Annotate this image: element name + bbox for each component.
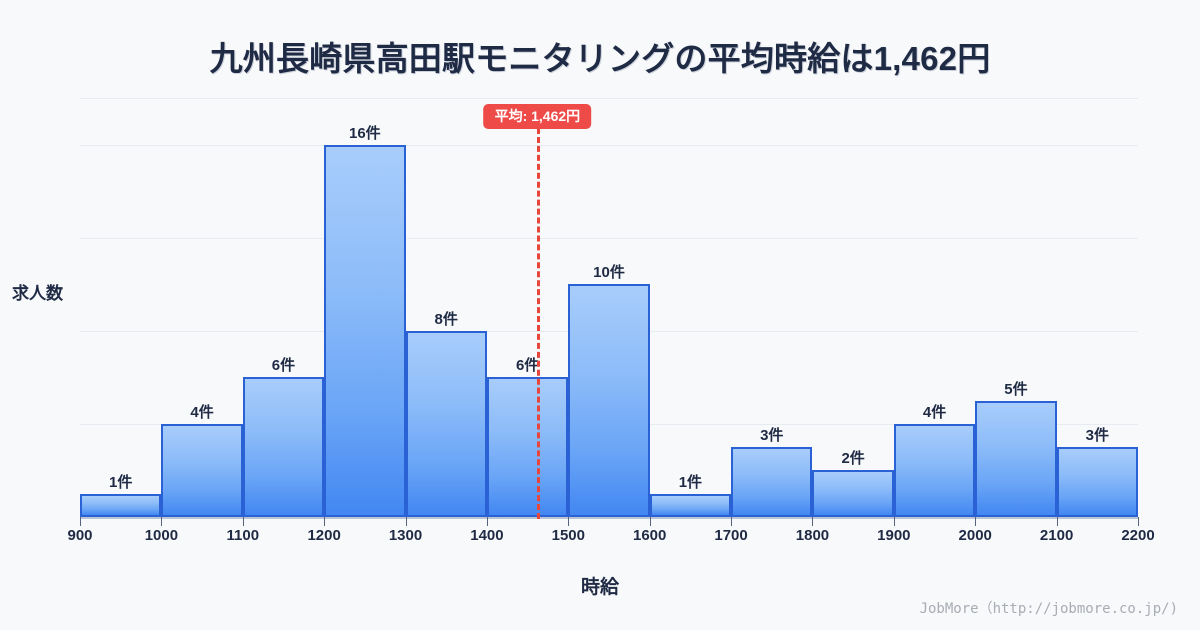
x-axis-tick [1138, 517, 1139, 526]
bar-value-label: 6件 [515, 357, 540, 375]
average-badge: 平均: 1,462円 [483, 104, 592, 130]
x-axis-tick [242, 517, 244, 526]
bar-value-label: 4件 [922, 403, 947, 421]
bar-value-label: 10件 [593, 264, 625, 282]
x-axis-tick [893, 517, 895, 526]
gridline [80, 144, 1138, 146]
bar[interactable] [649, 493, 732, 517]
bars-layer [80, 98, 1138, 517]
x-axis-tick-label: 900 [67, 527, 93, 544]
x-axis-tick [324, 517, 326, 526]
bar[interactable] [893, 423, 976, 517]
x-axis-tick-label: 1100 [226, 527, 260, 544]
x-axis-tick [812, 517, 814, 526]
x-axis-tick-label: 1600 [633, 527, 667, 544]
bar-value-label: 2件 [841, 450, 865, 468]
x-axis-tick-label: 1900 [877, 527, 911, 544]
bar-value-label: 5件 [1004, 380, 1028, 398]
x-axis-tick [649, 517, 651, 526]
gridline [80, 98, 1138, 99]
x-axis-tick-label: 1300 [388, 527, 423, 544]
x-axis-tick [486, 517, 488, 526]
bar[interactable] [324, 144, 406, 517]
x-axis-tick-label: 1400 [470, 527, 504, 544]
y-axis-title: 求人数 [12, 284, 63, 303]
bar-value-label: 1件 [678, 473, 703, 491]
bar-value-label: 6件 [271, 357, 296, 375]
gridline [80, 237, 1138, 239]
bar[interactable] [1056, 447, 1138, 517]
x-axis-tick [568, 517, 570, 526]
x-axis-tick [1056, 517, 1058, 526]
x-axis-tick-label: 2000 [958, 527, 992, 544]
x-axis-tick [80, 517, 81, 526]
bar[interactable] [812, 470, 894, 517]
footer-credit: JobMore（http://jobmore.co.jp/) [919, 601, 1178, 617]
x-axis-tick-label: 1800 [795, 527, 830, 544]
bar[interactable] [975, 400, 1057, 517]
x-axis-tick [731, 517, 733, 526]
bar[interactable] [568, 284, 650, 517]
x-axis-tick [161, 517, 163, 526]
bar-value-label: 16件 [349, 124, 381, 142]
bar-value-label: 4件 [190, 403, 214, 421]
x-axis-tick-label: 1000 [144, 527, 179, 544]
bar[interactable] [161, 423, 243, 517]
x-axis-tick-label: 2200 [1121, 527, 1155, 544]
bar[interactable] [731, 447, 813, 517]
bar[interactable] [486, 377, 569, 517]
plot-area [80, 98, 1138, 517]
x-axis-tick-label: 1700 [714, 527, 748, 544]
x-axis-tick-label: 2100 [1039, 527, 1074, 544]
x-axis-title: 時給 [580, 577, 619, 598]
bar-value-label: 8件 [434, 310, 458, 328]
page-title: 九州長崎県高田駅モニタリングの平均時給は1,462円 [209, 40, 991, 77]
bar[interactable] [405, 330, 487, 517]
x-axis-tick [405, 517, 407, 526]
x-axis-tick [975, 517, 977, 526]
x-axis-tick-label: 1500 [551, 527, 585, 544]
bar-value-label: 3件 [1085, 427, 1109, 445]
bar[interactable] [242, 377, 325, 517]
bar-value-label: 3件 [760, 427, 784, 445]
x-axis-tick-label: 1200 [307, 527, 341, 544]
bar[interactable] [80, 493, 162, 517]
x-axis-baseline [80, 517, 1138, 519]
average-line [537, 128, 541, 519]
bar-value-label: 1件 [109, 473, 133, 491]
